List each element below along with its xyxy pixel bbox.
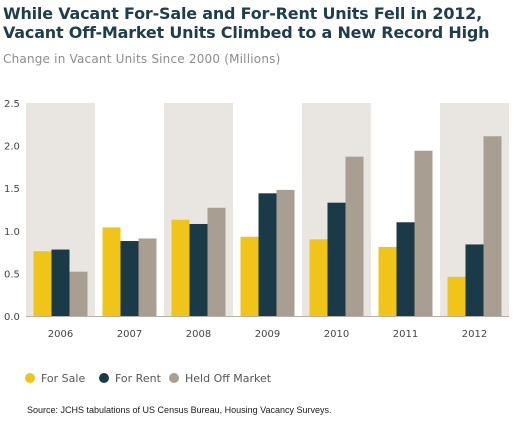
bar-for-rent-2008 [189,223,208,316]
legend-label-held-off-market: Held Off Market [185,372,272,385]
legend-marker-held-off-market [169,373,179,383]
bar-for-rent-2006 [51,249,70,316]
legend-label-for-rent: For Rent [115,372,162,385]
y-tick-label: 2.0 [4,142,20,153]
chart-title: While Vacant For-Sale and For-Rent Units… [3,4,513,42]
bar-held-off-market-2011 [414,150,433,316]
y-tick-label: 0.5 [4,269,20,280]
bar-held-off-market-2010 [345,156,364,316]
bar-for-rent-2007 [120,241,139,316]
bar-for-rent-2012 [465,244,484,316]
source-note: Source: JCHS tabulations of US Census Bu… [27,405,332,415]
bar-for-rent-2010 [327,202,346,316]
title-line-2: Vacant Off-Market Units Climbed to a New… [3,23,490,42]
bar-held-off-market-2008 [207,207,226,316]
legend-marker-for-sale [25,373,35,383]
bar-held-off-market-2009 [276,189,295,316]
bar-for-rent-2011 [396,222,415,316]
bar-for-sale-2011 [378,246,397,316]
legend-label-for-sale: For Sale [41,372,85,385]
bar-for-sale-2012 [447,276,466,316]
x-tick-label-2008: 2008 [186,329,211,340]
x-tick-label-2007: 2007 [117,329,142,340]
y-tick-label: 1.0 [4,227,20,238]
bar-for-sale-2008 [171,219,190,316]
chart-subtitle: Change in Vacant Units Since 2000 (Milli… [3,52,281,66]
x-tick-label-2009: 2009 [255,329,280,340]
y-tick-label: 1.5 [4,184,20,195]
bar-for-sale-2006 [33,251,52,316]
legend-marker-for-rent [99,373,109,383]
bar-for-rent-2009 [258,193,277,316]
x-tick-label-2006: 2006 [48,329,73,340]
bar-held-off-market-2007 [138,238,157,316]
y-tick-label: 0.0 [4,312,20,323]
y-tick-label: 2.5 [4,99,20,110]
x-tick-label-2012: 2012 [462,329,487,340]
x-tick-label-2011: 2011 [393,329,418,340]
bar-for-sale-2009 [240,236,259,316]
bar-held-off-market-2006 [69,271,88,316]
x-tick-label-2010: 2010 [324,329,349,340]
title-line-1: While Vacant For-Sale and For-Rent Units… [3,4,482,23]
bar-for-sale-2010 [309,239,328,316]
bar-held-off-market-2012 [483,136,502,316]
bar-for-sale-2007 [102,227,121,316]
